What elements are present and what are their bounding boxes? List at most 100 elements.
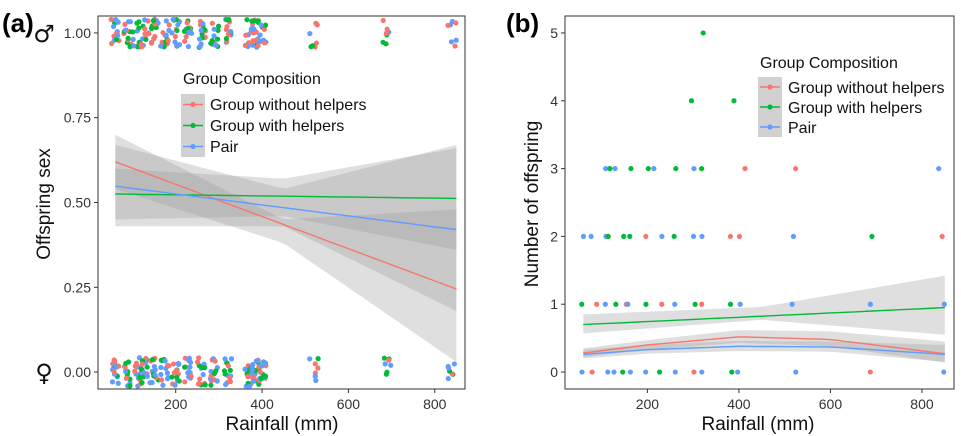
data-point bbox=[643, 233, 649, 240]
data-point bbox=[182, 38, 188, 44]
x-tick-label: 600 bbox=[337, 396, 361, 412]
panel-a-y-axis: 0.00 0.25 0.50 0.75 1.00 ♂ ♀ bbox=[33, 20, 98, 387]
data-point bbox=[672, 301, 678, 307]
legend-key-point-pair bbox=[190, 143, 196, 150]
data-point bbox=[109, 379, 116, 385]
panel-b: (b) 0 1 2 3 4 5 200 400 600 800 Number of offspr… bbox=[506, 8, 955, 435]
data-point bbox=[731, 98, 737, 104]
data-point bbox=[212, 358, 218, 364]
data-point bbox=[149, 25, 155, 32]
data-point bbox=[158, 43, 164, 49]
data-point bbox=[187, 364, 193, 370]
data-point bbox=[790, 233, 797, 240]
y-tick-label: 5 bbox=[550, 25, 558, 41]
data-point bbox=[727, 301, 734, 307]
data-point bbox=[248, 26, 254, 32]
data-point bbox=[223, 36, 229, 42]
data-point bbox=[200, 371, 206, 378]
data-point bbox=[656, 369, 663, 375]
data-point bbox=[388, 362, 394, 368]
data-point bbox=[605, 369, 611, 375]
panel-a-y-axis-title: Offspring sex bbox=[34, 148, 55, 260]
data-point bbox=[261, 40, 268, 46]
data-point bbox=[729, 369, 735, 375]
data-point bbox=[243, 32, 249, 38]
data-point bbox=[307, 30, 313, 37]
y-tick-label: 0 bbox=[550, 364, 558, 380]
y-tick-label: 3 bbox=[550, 161, 558, 177]
data-point bbox=[310, 43, 316, 49]
data-point bbox=[172, 382, 178, 388]
data-point bbox=[259, 363, 265, 369]
data-point bbox=[181, 28, 188, 34]
data-point bbox=[175, 360, 181, 367]
legend-key-point-group-with-helpers bbox=[767, 104, 773, 110]
data-point bbox=[249, 367, 256, 373]
data-point bbox=[172, 33, 178, 40]
male-symbol: ♂ bbox=[33, 20, 55, 48]
ci-ribbon-group-with-helpers bbox=[115, 148, 457, 250]
fit-line-group-without-helpers bbox=[115, 161, 457, 290]
data-point bbox=[158, 371, 164, 378]
data-point bbox=[142, 31, 148, 37]
data-point bbox=[199, 364, 205, 371]
x-tick-label: 400 bbox=[727, 396, 751, 412]
data-point bbox=[384, 26, 390, 32]
data-point bbox=[115, 32, 121, 39]
data-point bbox=[383, 30, 389, 37]
panel-b-legend-title: Group Composition bbox=[760, 55, 898, 72]
y-tick-label: 0.75 bbox=[64, 110, 91, 126]
data-point bbox=[383, 41, 389, 47]
data-point bbox=[112, 358, 118, 364]
data-point bbox=[173, 367, 180, 374]
fit-line-group-with-helpers bbox=[115, 193, 457, 200]
data-point bbox=[446, 365, 452, 371]
data-point bbox=[149, 356, 156, 363]
data-point bbox=[140, 374, 146, 380]
data-point bbox=[312, 361, 318, 367]
panel-a-legend-keys bbox=[181, 94, 205, 157]
data-point bbox=[144, 373, 150, 379]
data-point bbox=[258, 22, 264, 28]
data-point bbox=[170, 16, 176, 23]
data-point bbox=[602, 301, 608, 307]
data-point bbox=[222, 381, 229, 388]
data-point bbox=[380, 17, 386, 24]
data-point bbox=[164, 370, 170, 376]
data-point bbox=[620, 369, 626, 375]
panel-b-y-axis: 0 1 2 3 4 5 bbox=[550, 25, 565, 380]
data-point bbox=[936, 165, 942, 172]
data-point bbox=[122, 21, 128, 27]
data-point bbox=[699, 233, 705, 240]
data-point bbox=[130, 36, 136, 42]
data-point bbox=[939, 233, 945, 240]
data-point bbox=[132, 368, 138, 374]
data-point bbox=[125, 35, 131, 41]
data-point bbox=[643, 301, 649, 307]
data-point bbox=[315, 356, 321, 362]
data-point bbox=[139, 44, 145, 50]
data-point bbox=[736, 233, 743, 240]
data-point bbox=[607, 165, 613, 172]
data-point bbox=[227, 375, 233, 381]
data-point bbox=[315, 365, 321, 371]
data-point bbox=[131, 43, 137, 49]
data-point bbox=[213, 368, 219, 374]
data-point bbox=[659, 301, 665, 307]
y-tick-label: 4 bbox=[550, 93, 558, 109]
data-point bbox=[225, 363, 231, 369]
panel-b-fit-lines bbox=[583, 306, 945, 356]
y-tick-label: 1 bbox=[550, 296, 558, 312]
panel-a-legend-label-pair: Pair bbox=[210, 139, 239, 156]
data-point bbox=[228, 28, 234, 35]
y-tick-label: 0.00 bbox=[64, 364, 91, 380]
ci-ribbon-group-without-helpers bbox=[583, 330, 945, 363]
data-point bbox=[789, 301, 795, 307]
data-point bbox=[213, 42, 219, 48]
data-point bbox=[589, 369, 595, 375]
panel-b-plot-border bbox=[564, 15, 955, 390]
data-point bbox=[198, 41, 204, 47]
data-point bbox=[138, 366, 144, 372]
data-point bbox=[228, 356, 235, 362]
data-point bbox=[941, 301, 947, 307]
